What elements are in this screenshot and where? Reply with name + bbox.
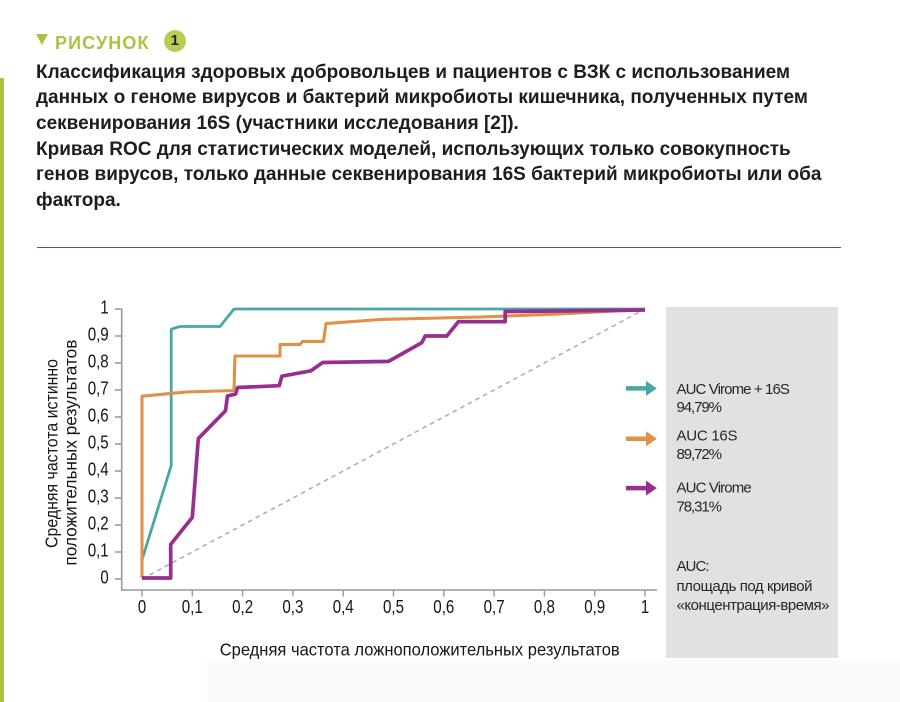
svg-text:0,4: 0,4 [333,597,354,617]
svg-text:0,6: 0,6 [433,597,454,617]
svg-text:0,2: 0,2 [232,597,253,617]
svg-text:«концентрация-время»: «концентрация-время» [677,597,830,614]
svg-text:94,79%: 94,79% [677,399,723,416]
svg-text:0,7: 0,7 [88,378,109,398]
svg-text:AUC Virome + 16S: AUC Virome + 16S [677,381,790,398]
svg-text:AUC:: AUC: [677,558,710,575]
svg-text:78,31%: 78,31% [677,498,723,515]
svg-text:0,6: 0,6 [88,405,109,425]
svg-text:0,3: 0,3 [88,486,109,506]
svg-text:Средняя частота истинно: Средняя частота истинно [42,359,62,548]
svg-text:0,1: 0,1 [88,540,109,560]
svg-text:AUC 16S: AUC 16S [677,428,738,445]
svg-text:89,72%: 89,72% [677,446,723,463]
svg-text:1: 1 [641,597,649,617]
svg-text:0,4: 0,4 [88,459,109,479]
svg-text:AUC Virome: AUC Virome [677,480,752,497]
svg-text:0,1: 0,1 [182,597,203,617]
svg-text:0: 0 [100,567,108,587]
svg-text:площадь под кривой: площадь под кривой [677,578,813,595]
svg-text:Средняя частота ложноположител: Средняя частота ложноположительных резул… [220,640,620,660]
svg-text:0,8: 0,8 [534,597,555,617]
svg-text:1: 1 [100,297,108,317]
svg-text:0,5: 0,5 [88,432,109,452]
svg-text:0,7: 0,7 [484,597,505,617]
svg-text:0,2: 0,2 [88,513,109,533]
svg-text:0,8: 0,8 [88,351,109,371]
svg-text:0,9: 0,9 [88,324,109,344]
svg-text:0,5: 0,5 [383,597,404,617]
svg-text:0,9: 0,9 [584,597,605,617]
svg-text:0,3: 0,3 [282,597,303,617]
svg-text:0: 0 [138,597,146,617]
svg-text:положительных результатов: положительных результатов [60,340,80,566]
